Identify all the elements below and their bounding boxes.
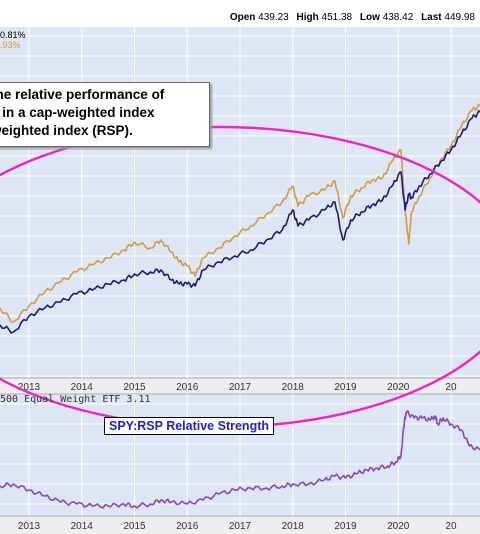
xaxis-tick-label: 2015 [123, 521, 146, 532]
xaxis-tick-label: 2013 [18, 382, 41, 393]
callout-line-3: weighted index (RSP). [0, 123, 133, 138]
high-value: 451.38 [321, 12, 353, 23]
relative-strength-label: SPY:RSP Relative Strength [104, 417, 274, 435]
series-line-purple [0, 410, 480, 509]
xaxis-tick-label: 2016 [176, 521, 199, 532]
ohlc-header: Open 439.23 High 451.38 Low 438.42 Last … [230, 12, 480, 23]
legend-pct-2: .93% [0, 40, 21, 50]
xaxis-tick-label: 2019 [334, 382, 357, 393]
xaxis-tick-label: 2013 [18, 521, 41, 532]
series-lines [0, 103, 480, 509]
xaxis-tick-label: 2014 [71, 382, 94, 393]
series-line-gold [0, 103, 480, 323]
xaxis-tick-label: 2016 [176, 382, 199, 393]
lower-panel-legend: 500 Equal Weight ETF 3.11 [0, 394, 151, 405]
xaxis-tick-label: 2014 [71, 521, 94, 532]
xaxis-tick-label: 2017 [229, 521, 252, 532]
open-label: Open [229, 12, 256, 23]
xaxis-band-1 [0, 378, 480, 394]
upper-xaxis-ticks: 2013 2014 2015 2016 2017 2018 2019 2020 20 [18, 382, 457, 393]
open-value: 439.23 [258, 12, 289, 23]
xaxis-tick-label: 2020 [387, 382, 410, 393]
xaxis-tick-label: 2020 [387, 521, 410, 532]
xaxis-tick-label: 2018 [282, 382, 305, 393]
xaxis-band-2 [0, 516, 480, 534]
low-value: 438.42 [382, 12, 414, 23]
xaxis-tick-label: 2017 [229, 382, 252, 393]
high-label: High [296, 12, 319, 23]
xaxis-tick-label: 20 [445, 521, 457, 532]
series-line-navy [0, 110, 480, 334]
last-label: Last [421, 12, 442, 23]
xaxis-tick-label: 2019 [334, 521, 357, 532]
lower-xaxis-ticks: 2013 2014 2015 2016 2017 2018 2019 2020 20 [18, 521, 457, 532]
callout-line-2: s in a cap-weighted index [0, 105, 155, 120]
xaxis-tick-label: 2018 [282, 521, 305, 532]
xaxis-tick-label: 2015 [123, 382, 146, 393]
last-value: 449.98 [444, 12, 475, 23]
legend-pct-1: 0.81% [0, 30, 26, 40]
annotation-callout: the relative performance of s in a cap-w… [0, 82, 210, 147]
low-label: Low [359, 12, 380, 23]
xaxis-tick-label: 20 [445, 382, 457, 393]
callout-line-1: the relative performance of [0, 87, 165, 102]
